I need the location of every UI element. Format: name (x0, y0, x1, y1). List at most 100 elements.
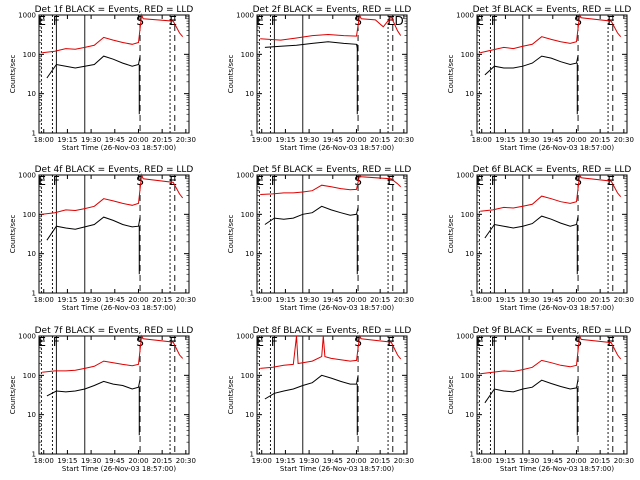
event-marker-label: S (354, 335, 362, 349)
y-tick-label: 100 (241, 372, 254, 380)
x-tick-label: 20:15 (370, 136, 390, 144)
x-tick-label: 20:00 (346, 296, 366, 304)
x-tick-label: 18:00 (472, 457, 492, 465)
x-axis-label: Start Time (26-Nov-03 18:57:00) (500, 144, 614, 152)
x-tick-label: 20:00 (346, 136, 366, 144)
y-axis-label: Counts/sec (227, 55, 235, 94)
series-events-line (46, 379, 141, 397)
series-lld-line (260, 173, 402, 195)
event-marker-label: E (387, 14, 395, 28)
x-tick-label: 20:15 (370, 457, 390, 465)
x-tick-label: 20:15 (590, 296, 610, 304)
y-tick-label: 1 (250, 451, 254, 459)
event-marker-label: E (256, 14, 264, 28)
x-axis-label: Start Time (26-Nov-03 18:57:00) (62, 144, 176, 152)
x-tick-label: 20:30 (176, 457, 196, 465)
event-marker-label: E (476, 174, 484, 188)
series-events-line (46, 216, 141, 241)
x-axis-label: Start Time (26-Nov-03 18:57:00) (500, 465, 614, 473)
series-events-line (484, 55, 579, 76)
event-marker-label: S (136, 335, 144, 349)
y-tick-label: 1000 (236, 12, 254, 20)
x-tick-label: 19:45 (543, 457, 563, 465)
x-tick-label: 19:30 (81, 136, 101, 144)
series-lld-line (480, 334, 622, 375)
panel-title: Det 7f BLACK = Events, RED = LLD (35, 326, 194, 336)
y-axis-label: Counts/sec (447, 376, 455, 415)
panel-title: Det 6f BLACK = Events, RED = LLD (473, 165, 632, 175)
event-marker-label: S (574, 335, 582, 349)
x-tick-label: 18:00 (34, 457, 54, 465)
series-lld-line (480, 13, 622, 54)
x-tick-label: 18:00 (472, 296, 492, 304)
x-tick-label: 20:30 (176, 136, 196, 144)
event-marker-label: E (387, 174, 395, 188)
x-tick-label: 20:00 (566, 296, 586, 304)
y-axis-label: Counts/sec (227, 376, 235, 415)
y-tick-label: 100 (23, 372, 36, 380)
x-tick-label: 20:00 (566, 457, 586, 465)
y-tick-label: 1000 (456, 12, 474, 20)
y-tick-label: 1000 (456, 333, 474, 341)
y-tick-label: 1000 (456, 172, 474, 180)
event-marker-label: E (169, 174, 177, 188)
y-tick-label: 10 (245, 90, 254, 98)
x-tick-label: 19:45 (323, 136, 343, 144)
plot-frame (38, 14, 190, 134)
x-tick-label: 19:30 (519, 136, 539, 144)
series-lld-line (42, 13, 184, 54)
plot-frame (256, 14, 408, 134)
series-events-line (484, 379, 579, 404)
plot-frame (476, 174, 628, 294)
event-marker-label: S (136, 14, 144, 28)
x-tick-label: 20:15 (152, 136, 172, 144)
y-axis-label: Counts/sec (9, 215, 17, 254)
event-marker-label: D (394, 14, 403, 28)
x-tick-label: 19:45 (105, 457, 125, 465)
x-tick-label: 19:15 (495, 457, 515, 465)
x-tick-label: 20:15 (590, 457, 610, 465)
detector-panel-1: Det 1f BLACK = Events, RED = LLD 1 10 100 10… (9, 5, 196, 152)
y-tick-label: 100 (241, 51, 254, 59)
plot-frame (256, 335, 408, 455)
x-tick-label: 18:00 (34, 296, 54, 304)
series-events-line (264, 205, 359, 225)
x-tick-label: 19:15 (495, 136, 515, 144)
series-events-line (264, 41, 359, 52)
x-tick-label: 19:15 (275, 136, 295, 144)
y-tick-label: 100 (461, 211, 474, 219)
series-lld-line (260, 13, 402, 41)
panel-title: Det 1f BLACK = Events, RED = LLD (35, 5, 194, 15)
y-tick-label: 100 (461, 51, 474, 59)
panel-title: Det 2f BLACK = Events, RED = LLD (253, 5, 412, 15)
x-tick-label: 18:00 (34, 136, 54, 144)
x-tick-label: 20:00 (128, 136, 148, 144)
series-events-line (264, 374, 359, 400)
x-tick-label: 20:30 (614, 136, 634, 144)
event-marker-label: F (271, 174, 278, 188)
x-tick-label: 19:15 (57, 296, 77, 304)
event-marker-label: S (574, 174, 582, 188)
panel-title: Det 9f BLACK = Events, RED = LLD (473, 326, 632, 336)
y-axis-label: Counts/sec (9, 55, 17, 94)
plot-frame (476, 335, 628, 455)
y-axis-label: Counts/sec (447, 215, 455, 254)
x-tick-label: 19:30 (299, 136, 319, 144)
series-lld-line (42, 334, 184, 373)
panel-title: Det 4f BLACK = Events, RED = LLD (35, 165, 194, 175)
x-tick-label: 19:45 (543, 136, 563, 144)
panel-title: Det 3f BLACK = Events, RED = LLD (473, 5, 632, 15)
x-tick-label: 20:15 (370, 296, 390, 304)
x-tick-label: 19:30 (81, 457, 101, 465)
detector-panel-3: Det 3f BLACK = Events, RED = LLD 1 10 100 10… (447, 5, 634, 152)
y-tick-label: 10 (27, 90, 36, 98)
x-axis-label: Start Time (26-Nov-03 18:57:00) (62, 304, 176, 312)
plot-frame (256, 174, 408, 294)
x-tick-label: 20:30 (614, 296, 634, 304)
x-tick-label: 20:00 (566, 136, 586, 144)
y-tick-label: 10 (465, 90, 474, 98)
y-tick-label: 1000 (18, 172, 36, 180)
event-marker-label: E (38, 335, 46, 349)
x-tick-label: 20:30 (394, 296, 414, 304)
x-tick-label: 18:00 (472, 136, 492, 144)
